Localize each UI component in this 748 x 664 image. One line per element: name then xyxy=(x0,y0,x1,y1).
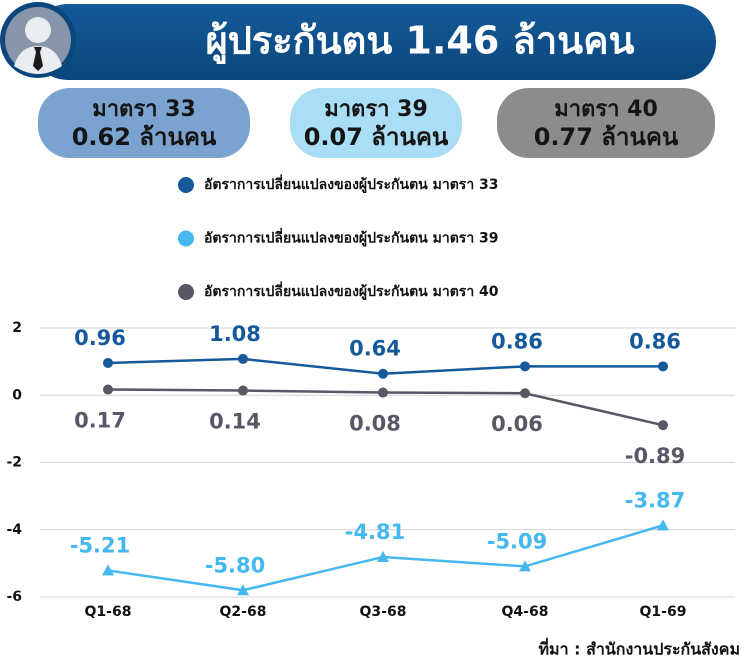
point xyxy=(378,387,388,398)
data-label: 0.96 xyxy=(74,326,126,350)
legend-marker xyxy=(178,230,194,247)
data-label: 0.17 xyxy=(74,409,126,433)
data-label: 0.64 xyxy=(349,337,401,361)
legend-label: อัตราการเปลี่ยนแปลงของผู้ประกันตน มาตรา … xyxy=(204,281,499,300)
point xyxy=(238,385,248,396)
card-value: 0.07 ล้านคน xyxy=(304,123,449,151)
point xyxy=(103,357,113,368)
source-note: ที่มา : สำนักงานประกันสังคม xyxy=(538,638,740,659)
card xyxy=(38,88,250,158)
data-label: 0.06 xyxy=(491,412,543,436)
data-label: 0.08 xyxy=(349,412,401,436)
data-label: -4.81 xyxy=(345,520,406,544)
x-tick-label: Q2-68 xyxy=(220,604,267,620)
x-tick-label: Q1-68 xyxy=(85,604,132,620)
point xyxy=(238,353,248,364)
data-label: -3.87 xyxy=(625,488,686,512)
point xyxy=(237,584,249,596)
card-label: มาตรา 40 xyxy=(554,97,658,122)
card-value: 0.62 ล้านคน xyxy=(72,123,217,151)
data-label: -5.09 xyxy=(487,529,548,553)
y-tick-label: -2 xyxy=(6,455,22,471)
header-banner xyxy=(30,4,716,80)
data-label: 0.14 xyxy=(209,410,261,434)
point xyxy=(378,368,388,379)
person-icon xyxy=(0,2,76,78)
y-tick-label: -6 xyxy=(6,589,22,605)
point xyxy=(520,361,530,372)
card xyxy=(290,88,462,158)
card-label: มาตรา 39 xyxy=(324,97,428,122)
x-tick-label: Q4-68 xyxy=(502,604,549,620)
y-tick-label: -4 xyxy=(6,522,22,538)
x-tick-label: Q1-69 xyxy=(640,604,687,620)
point xyxy=(658,361,668,372)
point xyxy=(377,550,389,562)
legend-label: อัตราการเปลี่ยนแปลงของผู้ประกันตน มาตรา … xyxy=(204,174,499,193)
legend-marker xyxy=(178,284,194,300)
point xyxy=(519,560,531,572)
point xyxy=(102,564,114,576)
legend-label: อัตราการเปลี่ยนแปลงของผู้ประกันตน มาตรา … xyxy=(204,228,499,247)
y-tick-label: 0 xyxy=(12,387,22,403)
legend-marker xyxy=(178,177,194,193)
x-tick-label: Q3-68 xyxy=(360,604,407,620)
card-value: 0.77 ล้านคน xyxy=(534,123,679,151)
data-label: -5.80 xyxy=(205,553,266,577)
point xyxy=(657,519,669,531)
card xyxy=(497,88,715,158)
card-label: มาตรา 33 xyxy=(92,97,196,122)
point xyxy=(520,388,530,399)
data-label: 0.86 xyxy=(491,329,543,353)
data-label: 0.86 xyxy=(629,329,681,353)
data-label: 1.08 xyxy=(209,322,261,346)
data-label: -5.21 xyxy=(70,533,131,557)
point xyxy=(103,384,113,395)
header-title: ผู้ประกันตน 1.46 ล้านคน xyxy=(205,19,634,65)
y-tick-label: 2 xyxy=(12,320,22,336)
data-label: -0.89 xyxy=(625,444,686,468)
point xyxy=(658,420,668,431)
